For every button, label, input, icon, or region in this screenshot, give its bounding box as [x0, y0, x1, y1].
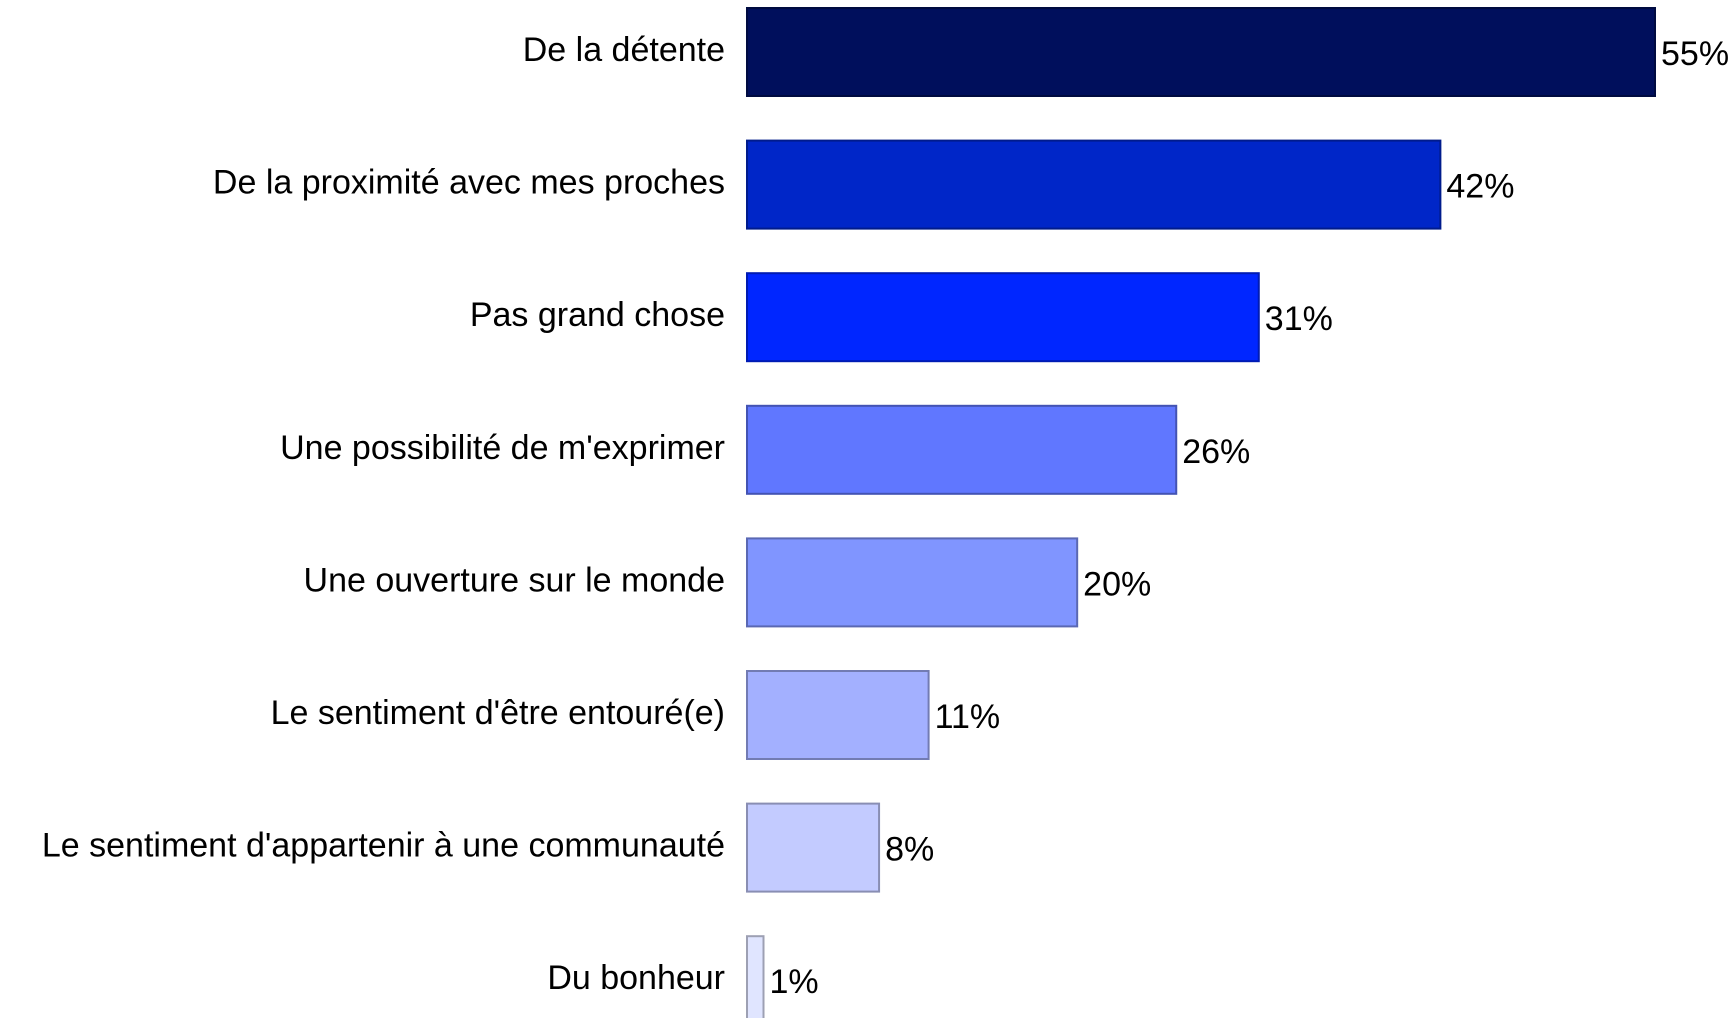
value-label: 11% [935, 698, 1001, 736]
category-label: De la détente [523, 31, 725, 69]
category-label: Du bonheur [547, 959, 725, 997]
category-label: Le sentiment d'être entouré(e) [271, 694, 725, 732]
bar [746, 7, 1656, 97]
category-label: Une ouverture sur le monde [304, 561, 725, 599]
bar [746, 670, 930, 760]
category-label: Pas grand chose [470, 296, 725, 334]
bar [746, 404, 1178, 495]
category-label: Une possibilité de m'exprimer [280, 429, 725, 467]
bar [746, 272, 1260, 363]
value-label: 1% [770, 963, 819, 1001]
value-label: 55% [1661, 35, 1729, 73]
bar [746, 139, 1442, 230]
bar [746, 802, 881, 893]
value-label: 26% [1182, 433, 1250, 471]
value-label: 42% [1446, 168, 1514, 206]
category-label: De la proximité avec mes proches [213, 164, 725, 202]
bar [746, 935, 765, 1018]
value-label: 8% [885, 831, 934, 869]
value-label: 31% [1265, 300, 1333, 338]
value-label: 20% [1083, 565, 1151, 603]
bar [746, 537, 1079, 628]
category-label: Le sentiment d'appartenir à une communau… [42, 827, 725, 865]
